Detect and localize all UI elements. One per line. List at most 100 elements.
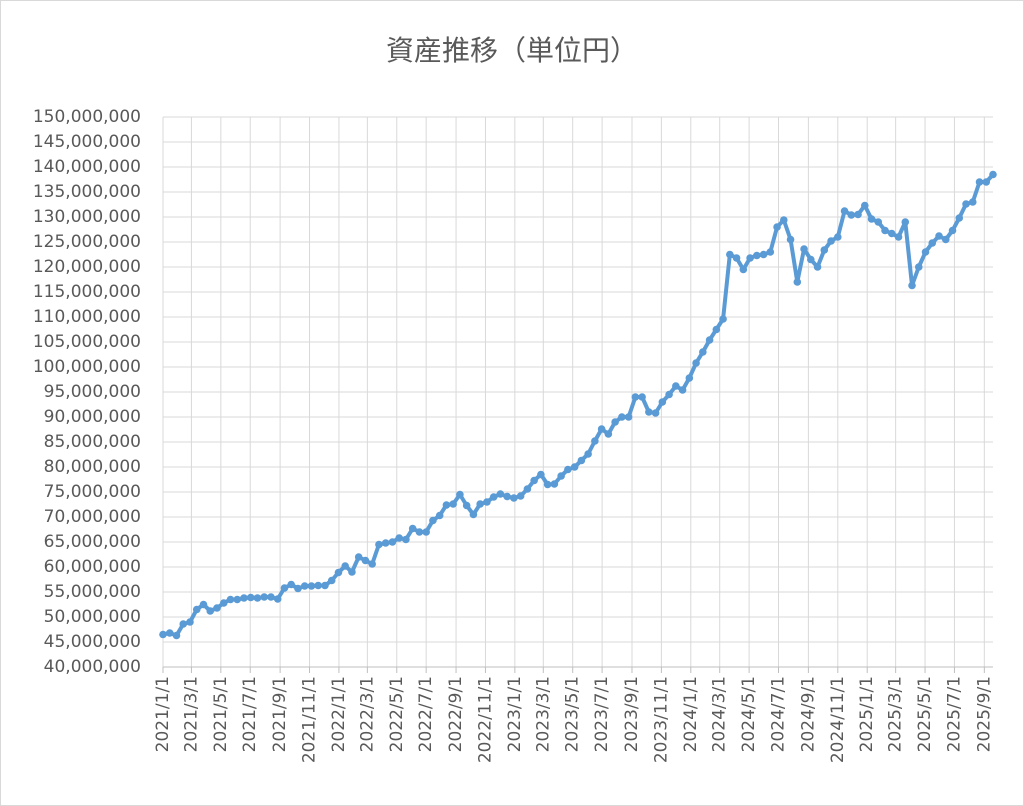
marker [833,233,842,241]
x-tick-label: 2024/7/1 [769,676,789,752]
x-tick-label: 2022/9/1 [446,676,466,752]
y-tick-label: 55,000,000 [44,582,141,602]
x-tick-label: 2023/11/1 [651,676,671,763]
marker [233,595,242,604]
y-tick-label: 60,000,000 [44,557,141,577]
marker [550,480,559,488]
x-tick-label: 2021/5/1 [211,676,231,752]
marker [503,492,511,501]
marker [692,359,700,367]
x-tick-label: 2023/5/1 [563,676,583,752]
marker [294,584,302,593]
marker [408,524,417,533]
marker [516,492,525,500]
marker [334,568,343,577]
x-tick-label: 2025/9/1 [974,676,994,752]
marker [159,630,167,639]
marker [375,540,383,549]
marker [246,593,255,602]
marker [611,418,619,426]
marker [584,450,592,458]
y-tick-label: 80,000,000 [44,457,141,477]
chart-title: 資産推移（単位円） [386,34,638,67]
marker [780,216,788,224]
marker [982,178,991,186]
marker [685,374,694,382]
marker [530,476,538,485]
marker [604,430,613,438]
marker [867,215,876,223]
y-tick-label: 40,000,000 [44,657,141,677]
marker [199,600,208,609]
x-tick-label: 2024/1/1 [681,676,701,752]
marker [948,226,957,235]
marker [665,390,673,399]
y-tick-label: 95,000,000 [44,382,141,402]
marker [719,315,727,323]
marker [240,594,248,602]
marker [793,278,802,286]
marker [172,631,181,640]
x-tick-label: 2024/5/1 [739,676,759,752]
x-tick-label: 2022/7/1 [416,676,436,752]
x-tick-label: 2021/11/1 [300,676,320,763]
marker [456,490,464,499]
x-tick-label: 2021/9/1 [270,676,290,752]
x-tick-label: 2021/3/1 [181,676,201,752]
marker [564,465,572,474]
marker [827,237,835,245]
marker [179,620,188,628]
y-tick-label: 75,000,000 [44,482,141,502]
marker [672,382,680,390]
marker [280,584,289,592]
x-tick-label: 2025/1/1 [857,676,877,752]
marker [226,595,235,604]
marker [813,263,822,271]
marker [273,595,282,603]
marker [678,386,687,394]
y-tick-label: 50,000,000 [44,607,141,627]
marker [773,223,781,231]
marker [699,348,707,356]
marker [496,490,505,498]
x-tick-label: 2024/11/1 [828,676,848,763]
y-tick-label: 115,000,000 [33,282,141,302]
marker [894,233,903,241]
marker [887,229,896,238]
marker [658,398,667,406]
y-tick-label: 130,000,000 [33,207,141,227]
marker [914,263,923,271]
x-tick-label: 2025/5/1 [915,676,935,752]
marker [415,528,424,536]
y-tick-label: 120,000,000 [33,257,141,277]
x-tick-label: 2023/7/1 [592,676,612,752]
marker [935,232,943,240]
marker [753,251,761,260]
x-tick-label: 2025/7/1 [944,676,964,752]
marker [928,239,937,247]
marker [591,437,599,445]
x-tick-label: 2023/3/1 [533,676,553,752]
marker [962,200,970,208]
marker [348,568,356,576]
marker [483,498,491,506]
marker [219,599,228,607]
marker [881,226,889,235]
marker [746,254,754,262]
y-tick-label: 145,000,000 [33,132,141,152]
marker [968,198,977,206]
marker [395,534,403,542]
y-tick-label: 135,000,000 [33,182,141,202]
marker [705,336,714,344]
marker [449,500,457,508]
marker [307,582,316,590]
x-tick-label: 2022/5/1 [387,676,407,752]
marker [820,246,829,254]
marker [267,593,275,601]
x-tick-label: 2022/1/1 [329,676,349,752]
y-tick-label: 45,000,000 [44,632,141,652]
marker [206,607,215,615]
marker [624,413,633,421]
marker [422,528,430,536]
marker [435,511,444,520]
